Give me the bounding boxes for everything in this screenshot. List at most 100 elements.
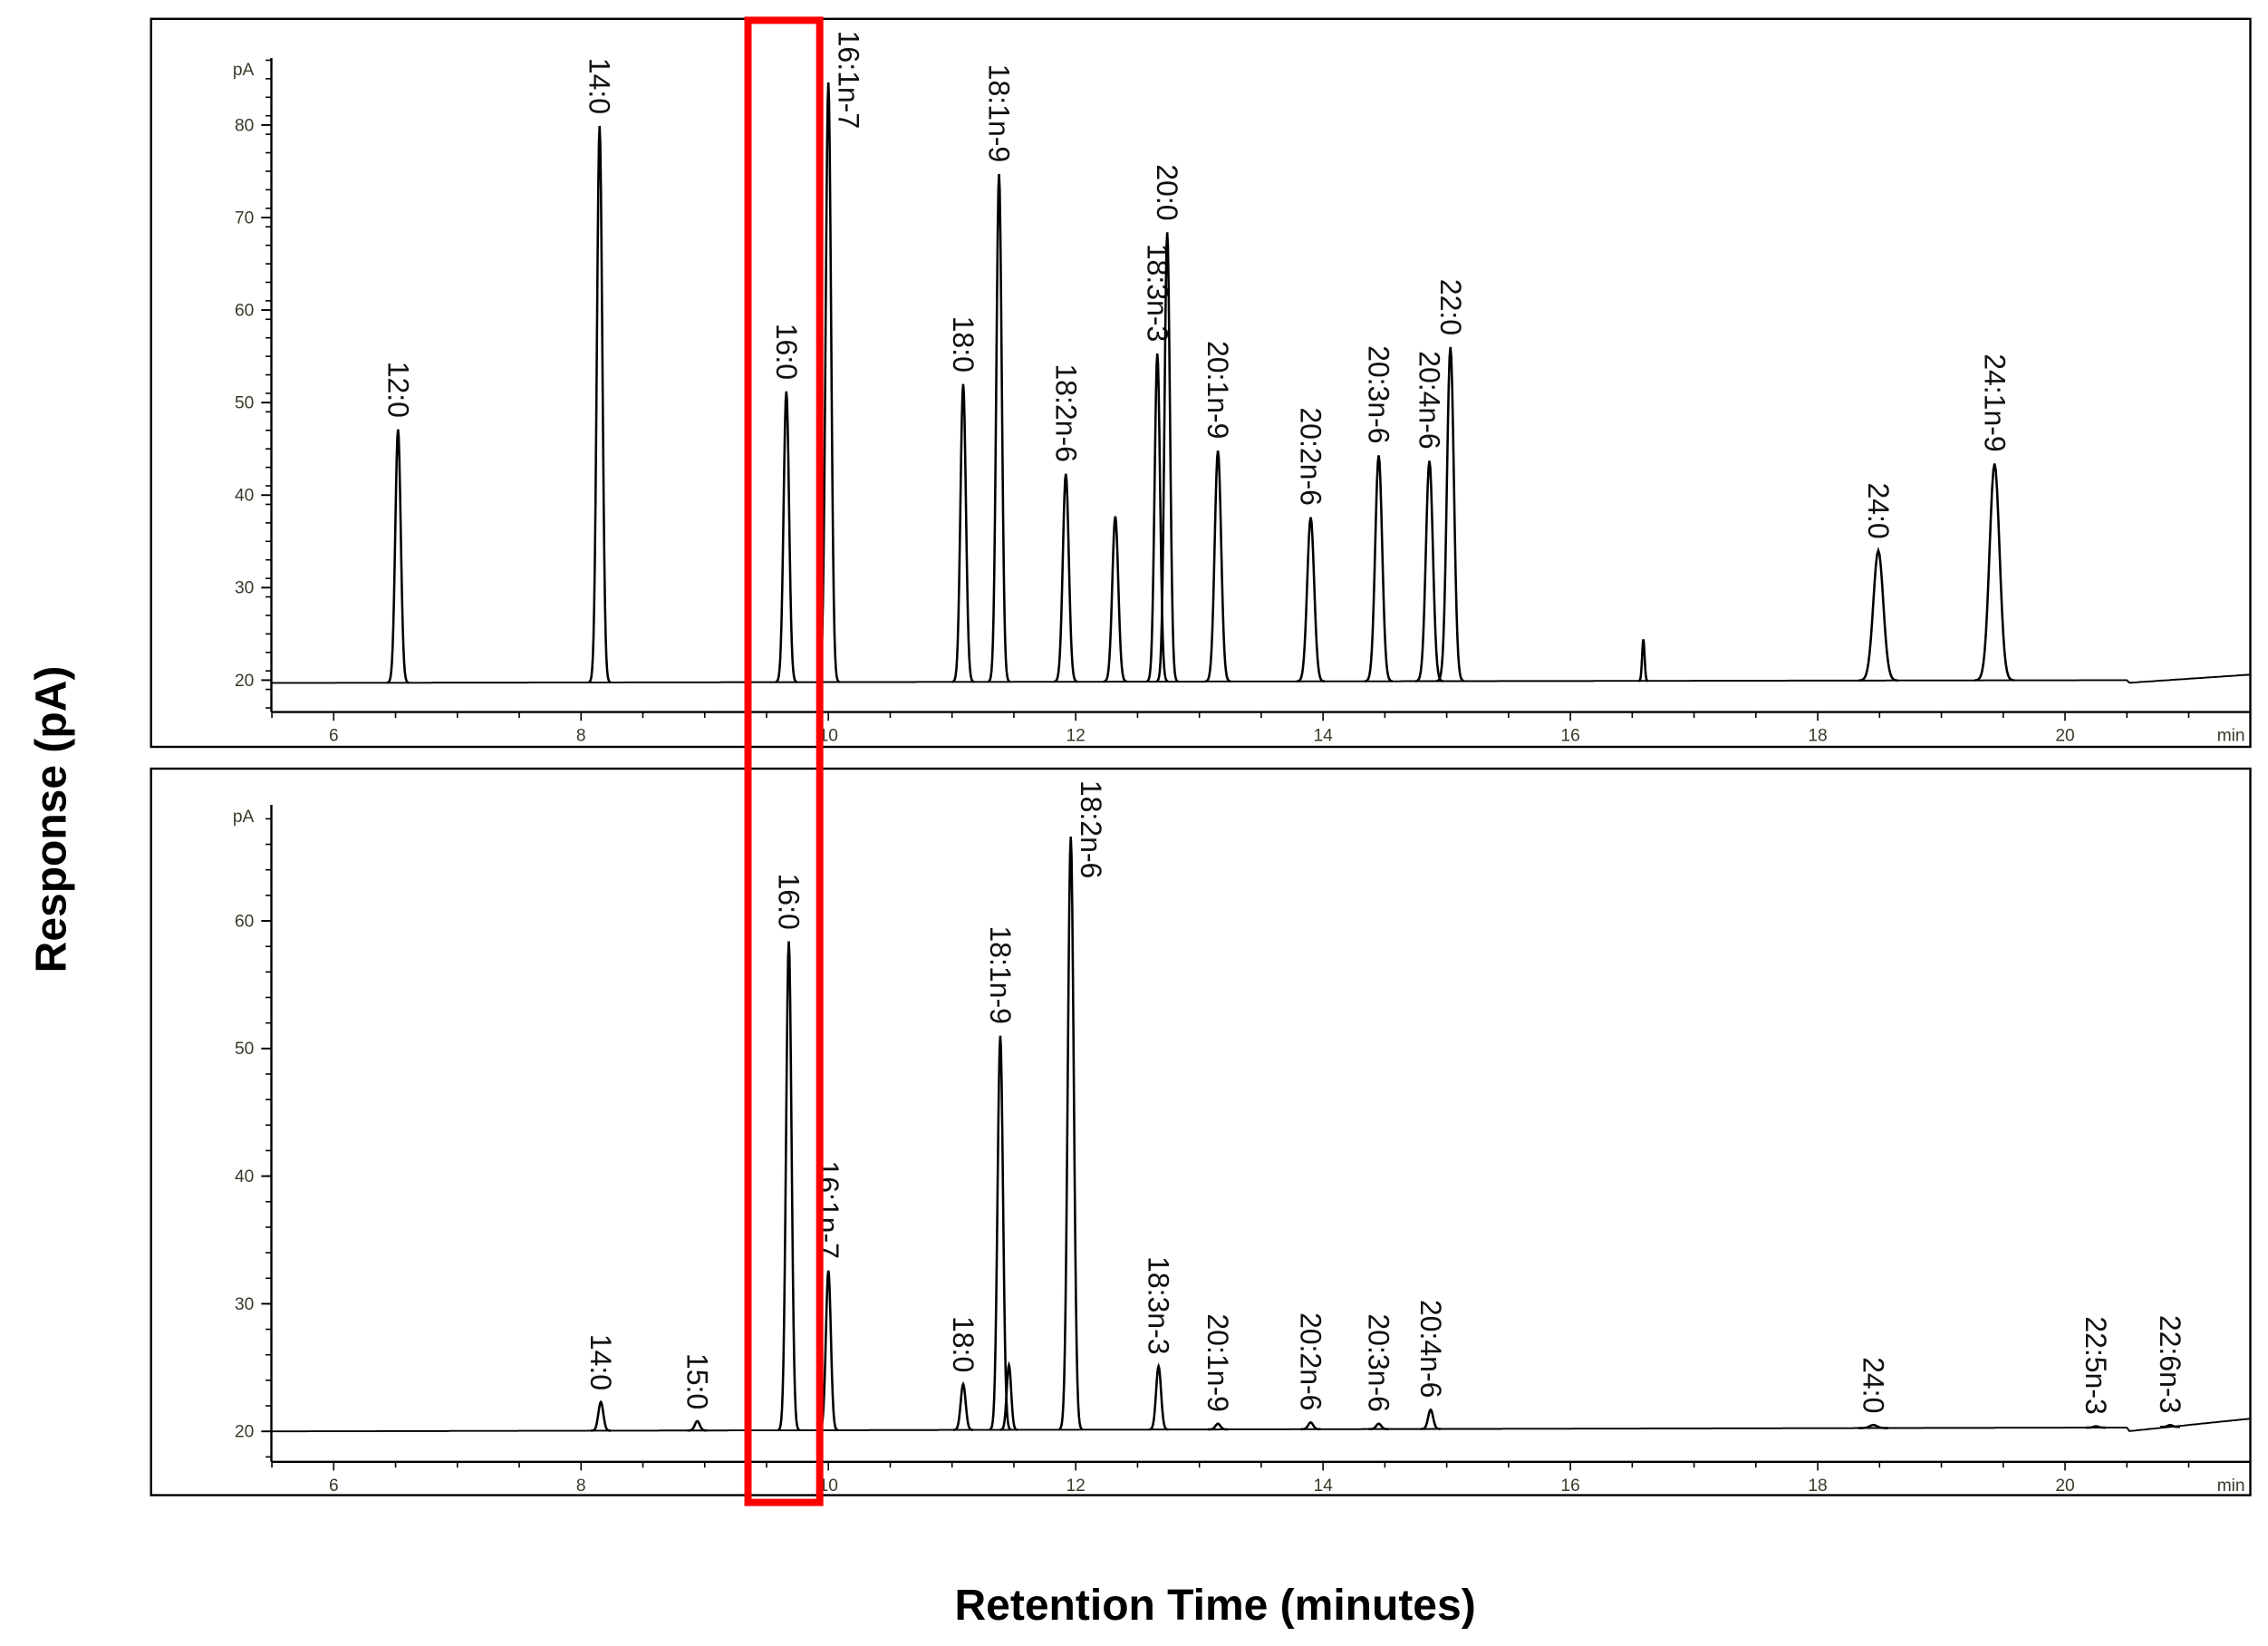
- y-unit-label: pA: [233, 61, 255, 80]
- peak-unlabeled: [999, 1360, 1018, 1431]
- x-tick-label: 18: [1808, 1477, 1827, 1496]
- peak-18:3n-3: [1145, 353, 1169, 683]
- peak-18:2n-6: [1053, 473, 1078, 683]
- y-unit-label: pA: [233, 808, 255, 827]
- peak-18:2n-6: [1058, 837, 1084, 1431]
- x-tick-label: 10: [819, 727, 838, 746]
- peak-24:1n-9: [1974, 463, 2015, 682]
- peak-label: 18:2n-6: [1075, 780, 1107, 879]
- peak-label: 16:0: [770, 324, 803, 380]
- y-tick-label: 70: [235, 208, 254, 228]
- x-tick-label: 6: [329, 1477, 339, 1496]
- peak-label: 24:0: [1858, 1357, 1890, 1413]
- peak-label: 22:0: [1434, 279, 1467, 335]
- peak-label: 20:1n-9: [1202, 1313, 1234, 1412]
- peak-label: 20:3n-6: [1363, 345, 1395, 444]
- x-tick-label: 6: [329, 727, 339, 746]
- peak-20:2n-6: [1300, 1420, 1321, 1431]
- peak-label: 18:0: [947, 1316, 980, 1372]
- peak-label: 24:0: [1862, 482, 1895, 538]
- highlight-box: [744, 16, 824, 1506]
- y-tick-label: 20: [235, 672, 254, 691]
- peak-18:0: [951, 383, 975, 683]
- y-tick-label: 60: [235, 912, 254, 931]
- x-unit-label: min: [2217, 727, 2245, 746]
- x-tick-label: 14: [1313, 727, 1333, 746]
- x-tick-label: 12: [1066, 1477, 1086, 1496]
- y-tick-label: 50: [235, 394, 254, 413]
- peak-20:2n-6: [1297, 517, 1325, 683]
- peak-24:0: [1858, 1423, 1888, 1429]
- baseline-trace: [271, 673, 2251, 684]
- peak-22:0: [1436, 346, 1465, 683]
- peak-label: 16:1n-7: [833, 31, 865, 130]
- y-tick-label: 40: [235, 1167, 254, 1186]
- peak-14:0: [588, 125, 612, 683]
- x-unit-label: min: [2217, 1477, 2245, 1496]
- y-tick-label: 40: [235, 487, 254, 506]
- x-tick-label: 14: [1313, 1477, 1333, 1496]
- peak-label: 22:5n-3: [2080, 1316, 2112, 1415]
- panel-frame: [150, 767, 2252, 1496]
- peak-label: 24:1n-9: [1978, 353, 2011, 452]
- y-tick-label: 80: [235, 116, 254, 135]
- peak-label: 18:2n-6: [1049, 363, 1082, 462]
- peak-18:0: [953, 1380, 973, 1431]
- panels: 20 30 40 50 60 70 80 pA 6 8 10 12 14 16 18 20 min 12:0 14:…: [150, 17, 2252, 1496]
- peak-label: 18:1n-9: [983, 64, 1016, 163]
- peak-20:1n-9: [1204, 450, 1231, 683]
- x-axis-title: Retention Time (minutes): [955, 1582, 1476, 1630]
- peak-label: 15:0: [681, 1353, 714, 1409]
- x-tick-label: 12: [1066, 727, 1086, 746]
- x-tick-label: 20: [2055, 727, 2074, 746]
- y-tick-label: 30: [235, 579, 254, 598]
- peak-20:3n-6: [1368, 1422, 1389, 1430]
- peak-20:3n-6: [1365, 455, 1394, 683]
- panel-frame: [150, 17, 2252, 749]
- y-tick-label: 20: [235, 1423, 254, 1442]
- peak-14:0: [591, 1399, 612, 1432]
- top-panel: 20 30 40 50 60 70 80 pA 6 8 10 12 14 16 18 20 min 12:0 14:…: [150, 17, 2252, 749]
- peak-12:0: [386, 429, 410, 684]
- peak-18:3n-3: [1148, 1362, 1169, 1431]
- peak-20:1n-9: [1208, 1422, 1229, 1431]
- peak-label: 20:1n-9: [1202, 341, 1234, 440]
- peak-label: 14:0: [584, 58, 616, 114]
- peak-label: 12:0: [381, 362, 414, 418]
- peak-label: 18:3n-3: [1143, 1256, 1175, 1355]
- peak-16:0: [775, 391, 798, 683]
- peak-18:1n-9: [989, 1035, 1012, 1431]
- peak-unlabeled: [1103, 516, 1128, 683]
- peak-label: 14:0: [584, 1334, 617, 1390]
- bottom-panel: 20 30 40 50 60 pA 6 8 10 12 14 16 18 20 min 14:0 15:0 16:…: [150, 767, 2252, 1496]
- y-tick-label: 60: [235, 301, 254, 320]
- peak-16:0: [777, 941, 801, 1432]
- peak-20:4n-6: [1420, 1408, 1441, 1430]
- x-tick-label: 16: [1560, 1477, 1579, 1496]
- x-tick-label: 18: [1808, 727, 1827, 746]
- peak-unlabeled: [1638, 639, 1649, 683]
- peak-22:5n-3: [2086, 1425, 2107, 1429]
- y-tick-label: 50: [235, 1040, 254, 1059]
- peak-18:1n-9: [988, 173, 1011, 683]
- peak-20:4n-6: [1415, 460, 1443, 683]
- x-tick-label: 16: [1560, 727, 1579, 746]
- peak-label: 16:0: [773, 873, 806, 929]
- peak-label: 20:3n-6: [1363, 1313, 1395, 1412]
- peak-label: 22:6n-3: [2154, 1315, 2186, 1414]
- peak-label: 20:4n-6: [1414, 1300, 1447, 1399]
- peak-15:0: [687, 1419, 708, 1432]
- peak-24:0: [1858, 547, 1898, 683]
- peak-label: 18:0: [947, 316, 980, 373]
- baseline-trace: [271, 1418, 2251, 1433]
- peak-label: 20:2n-6: [1295, 407, 1327, 506]
- peak-22:6n-3: [2160, 1423, 2180, 1428]
- y-axis-title: Response (pA): [27, 666, 75, 973]
- x-tick-label: 8: [576, 1477, 586, 1496]
- x-tick-label: 10: [819, 1477, 838, 1496]
- peak-label: 20:2n-6: [1295, 1312, 1327, 1411]
- y-tick-label: 30: [235, 1295, 254, 1314]
- peak-label: 20:4n-6: [1414, 351, 1446, 450]
- x-tick-label: 8: [576, 727, 586, 746]
